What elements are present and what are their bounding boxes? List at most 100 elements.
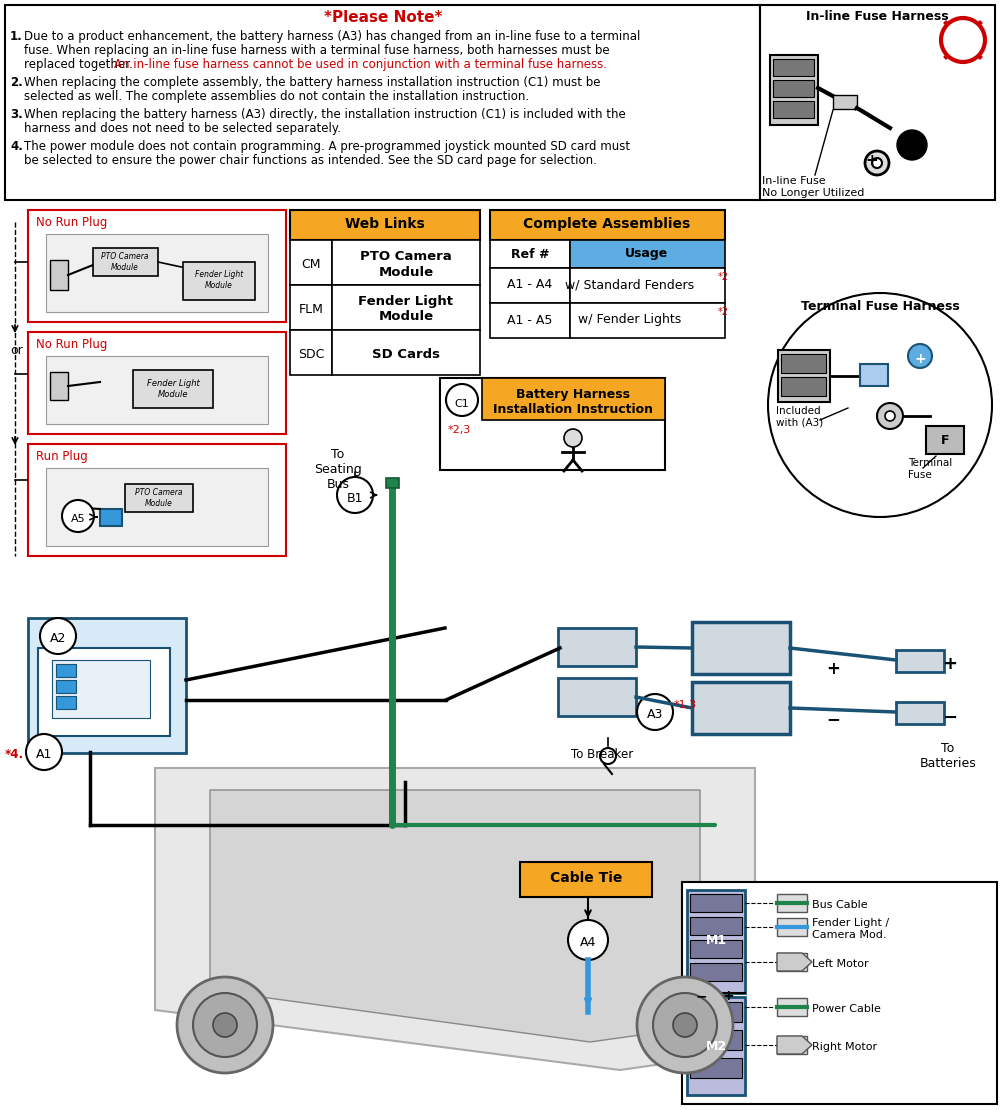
FancyBboxPatch shape: [38, 648, 170, 736]
Text: To Breaker: To Breaker: [571, 748, 633, 761]
Text: −: −: [826, 710, 840, 728]
FancyBboxPatch shape: [773, 80, 814, 97]
Text: 2.: 2.: [10, 75, 23, 89]
Text: The power module does not contain programming. A pre-programmed joystick mounted: The power module does not contain progra…: [24, 140, 630, 153]
FancyBboxPatch shape: [490, 210, 725, 240]
FancyBboxPatch shape: [570, 240, 725, 268]
Text: 4.: 4.: [10, 140, 23, 153]
Text: To
Seating
Bus: To Seating Bus: [314, 448, 362, 491]
Text: w/ Standard Fenders: w/ Standard Fenders: [565, 279, 695, 292]
FancyBboxPatch shape: [490, 268, 570, 303]
FancyBboxPatch shape: [860, 364, 888, 386]
Text: 1.: 1.: [10, 30, 23, 43]
FancyBboxPatch shape: [5, 6, 760, 200]
Text: PTO Camera
Module: PTO Camera Module: [360, 251, 452, 279]
Text: A2: A2: [50, 633, 66, 646]
Text: −: −: [696, 989, 708, 1003]
Text: F: F: [941, 434, 949, 446]
Circle shape: [897, 130, 927, 160]
Text: PTO Camera
Module: PTO Camera Module: [101, 252, 149, 272]
Text: Fender Light
Module: Fender Light Module: [195, 271, 243, 290]
FancyBboxPatch shape: [570, 303, 725, 339]
FancyBboxPatch shape: [490, 240, 570, 268]
Text: No Run Plug: No Run Plug: [36, 339, 107, 351]
Text: When replacing the battery harness (A3) directly, the installation instruction (: When replacing the battery harness (A3) …: [24, 108, 626, 121]
Text: harness and does not need to be selected separately.: harness and does not need to be selected…: [24, 122, 341, 135]
Text: *Please Note*: *Please Note*: [324, 10, 442, 26]
Text: Included
with (A3): Included with (A3): [776, 406, 823, 427]
FancyBboxPatch shape: [46, 356, 268, 424]
FancyBboxPatch shape: [332, 240, 480, 285]
FancyBboxPatch shape: [558, 628, 636, 666]
Text: *4.: *4.: [5, 748, 24, 761]
FancyBboxPatch shape: [52, 660, 150, 718]
Text: Ref #: Ref #: [511, 248, 549, 261]
Polygon shape: [777, 1036, 812, 1054]
Text: w/ Fender Lights: w/ Fender Lights: [578, 313, 682, 326]
Text: +: +: [826, 660, 840, 678]
FancyBboxPatch shape: [133, 370, 213, 408]
FancyBboxPatch shape: [290, 240, 332, 285]
FancyBboxPatch shape: [777, 1036, 807, 1054]
Text: No Run Plug: No Run Plug: [36, 216, 107, 229]
Text: A1 - A4: A1 - A4: [507, 279, 553, 292]
FancyBboxPatch shape: [332, 330, 480, 375]
FancyBboxPatch shape: [690, 894, 742, 912]
FancyBboxPatch shape: [773, 59, 814, 75]
FancyBboxPatch shape: [690, 1002, 742, 1022]
FancyBboxPatch shape: [896, 702, 944, 724]
FancyBboxPatch shape: [692, 682, 790, 734]
Text: Power Cable: Power Cable: [812, 1005, 881, 1015]
Text: selected as well. The complete assemblies do not contain the installation instru: selected as well. The complete assemblie…: [24, 90, 529, 103]
Circle shape: [337, 477, 373, 513]
FancyBboxPatch shape: [56, 696, 76, 709]
FancyBboxPatch shape: [781, 354, 826, 373]
Text: In-line Fuse
No Longer Utilized: In-line Fuse No Longer Utilized: [762, 176, 864, 198]
Text: Terminal
Fuse: Terminal Fuse: [908, 458, 952, 480]
FancyBboxPatch shape: [777, 894, 807, 912]
Text: A1: A1: [36, 748, 52, 761]
Text: Web Links: Web Links: [345, 216, 425, 231]
FancyBboxPatch shape: [926, 426, 964, 454]
Circle shape: [673, 1013, 697, 1037]
Text: Usage: Usage: [625, 248, 669, 261]
Text: A3: A3: [647, 708, 663, 722]
Polygon shape: [210, 790, 700, 1042]
FancyBboxPatch shape: [778, 350, 830, 402]
FancyBboxPatch shape: [490, 303, 570, 339]
FancyBboxPatch shape: [56, 664, 76, 677]
Circle shape: [637, 977, 733, 1073]
FancyBboxPatch shape: [833, 95, 857, 109]
FancyBboxPatch shape: [482, 379, 665, 420]
Text: A1 - A5: A1 - A5: [507, 313, 553, 326]
FancyBboxPatch shape: [690, 1058, 742, 1078]
Text: B1: B1: [347, 492, 363, 505]
Text: CM: CM: [301, 258, 321, 271]
Text: *1,3: *1,3: [674, 700, 697, 710]
FancyBboxPatch shape: [50, 260, 68, 290]
FancyBboxPatch shape: [28, 210, 286, 322]
Text: *2: *2: [718, 307, 729, 317]
Text: Fender Light /
Camera Mod.: Fender Light / Camera Mod.: [812, 918, 889, 940]
FancyBboxPatch shape: [690, 940, 742, 958]
Polygon shape: [777, 953, 812, 971]
FancyBboxPatch shape: [896, 650, 944, 672]
FancyBboxPatch shape: [100, 509, 122, 526]
FancyBboxPatch shape: [125, 484, 193, 512]
Text: To
Batteries: To Batteries: [920, 741, 976, 770]
Text: −: −: [942, 709, 958, 727]
Circle shape: [26, 734, 62, 770]
Text: Left Motor: Left Motor: [812, 959, 869, 969]
Circle shape: [885, 411, 895, 421]
FancyBboxPatch shape: [440, 379, 665, 470]
Circle shape: [40, 618, 76, 654]
Text: −: −: [900, 133, 915, 151]
Text: +: +: [865, 153, 878, 168]
Text: Fender Light
Module: Fender Light Module: [147, 380, 199, 398]
FancyBboxPatch shape: [290, 210, 480, 240]
Circle shape: [653, 993, 717, 1057]
Circle shape: [62, 500, 94, 532]
Text: *2: *2: [718, 272, 729, 282]
Text: SD Cards: SD Cards: [372, 349, 440, 361]
Text: Battery Harness
Installation Instruction: Battery Harness Installation Instruction: [493, 388, 653, 416]
